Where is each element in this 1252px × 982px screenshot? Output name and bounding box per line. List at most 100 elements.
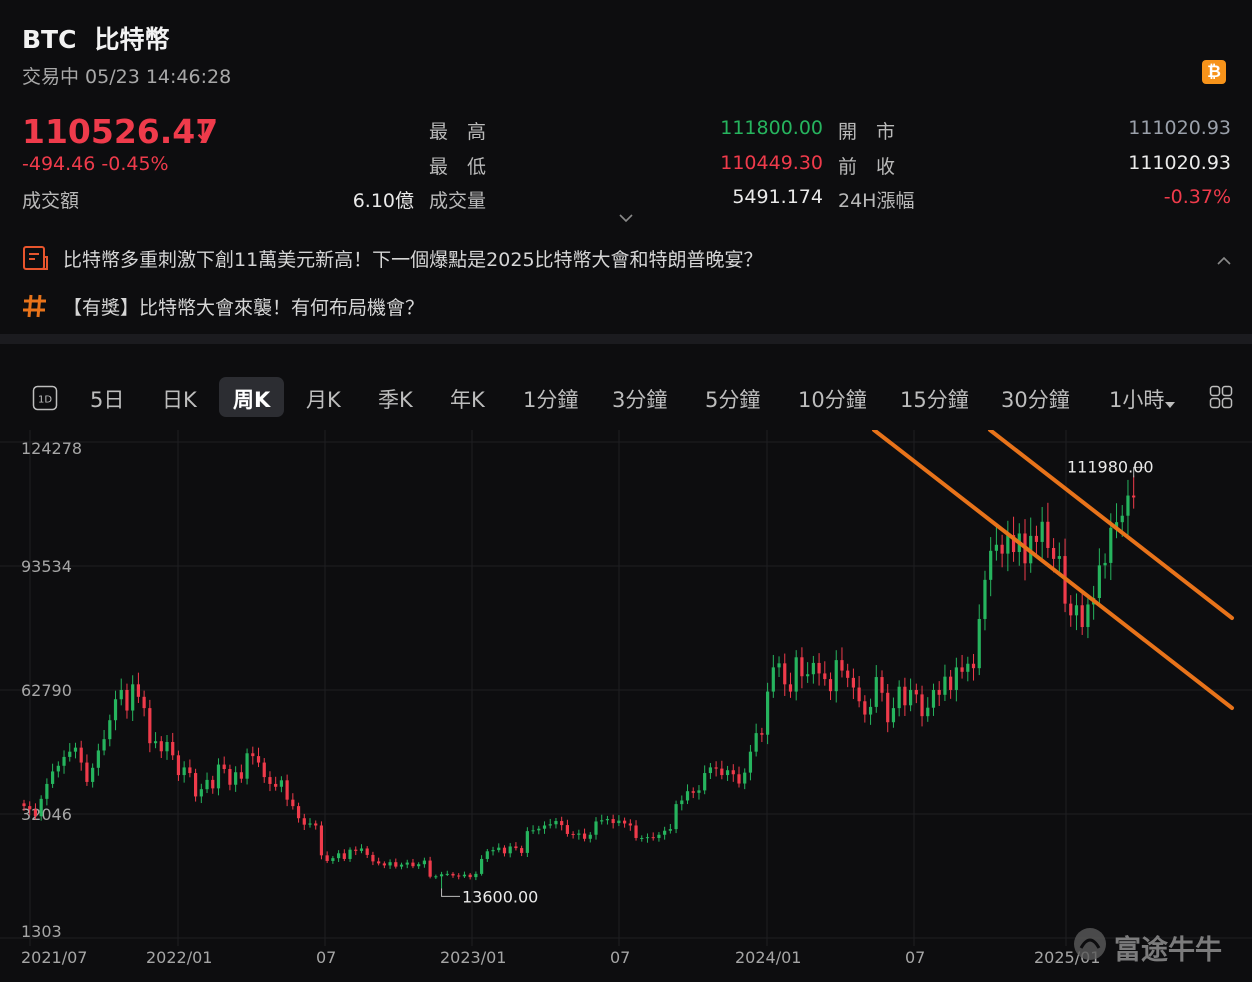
candle-body: [325, 855, 329, 861]
tab-12[interactable]: 1小時: [1109, 388, 1165, 412]
high-annotation: 111980.00: [1067, 457, 1154, 476]
tab-6[interactable]: 1分鐘: [523, 388, 579, 412]
candle-body: [960, 667, 964, 672]
collapse-chevron-icon[interactable]: [1216, 251, 1232, 270]
candle-body: [754, 733, 758, 752]
candle-body: [365, 848, 369, 855]
candle-body: [291, 799, 295, 807]
candle-body: [1097, 565, 1101, 599]
candle-body: [1074, 605, 1079, 616]
tab-10[interactable]: 15分鐘: [900, 388, 969, 412]
tab-2[interactable]: 周K: [233, 388, 271, 412]
candle-body: [954, 667, 958, 690]
candle-body: [102, 739, 106, 751]
volume-value: 5491.174: [732, 186, 823, 208]
candle-body: [846, 670, 850, 678]
x-tick-label: 07: [316, 948, 336, 967]
candle-body: [337, 853, 341, 859]
candle-body: [314, 823, 318, 826]
candle-body: [788, 684, 793, 692]
candle-body: [182, 767, 186, 776]
y-tick-label: 32046: [21, 805, 72, 824]
x-tick-label: 07: [905, 948, 925, 967]
tab-9[interactable]: 10分鐘: [798, 388, 867, 412]
tab-4[interactable]: 季K: [378, 388, 413, 412]
tab-11[interactable]: 30分鐘: [1001, 388, 1070, 412]
candle-body: [388, 862, 392, 866]
candle-body: [868, 706, 873, 715]
candle-body: [142, 696, 146, 709]
low-annotation: 13600.00: [462, 887, 538, 906]
candle-body: [760, 733, 764, 735]
tab-3[interactable]: 月K: [306, 388, 341, 412]
candle-body: [1040, 521, 1044, 542]
high-leader-line: [1133, 466, 1144, 478]
candle-body: [926, 707, 930, 717]
candle-body: [68, 751, 72, 757]
tab-5[interactable]: 年K: [450, 388, 485, 412]
candle-body: [554, 821, 558, 825]
candle-body: [1000, 544, 1004, 554]
period-selector-icon[interactable]: 1D: [32, 385, 58, 415]
candle-body: [897, 686, 901, 709]
candle-body: [245, 753, 249, 779]
high-value: 111800.00: [720, 117, 823, 139]
volume-label: 成交量: [429, 190, 487, 212]
expand-chevron-icon[interactable]: [619, 208, 633, 227]
candle-body: [731, 770, 735, 775]
news-headline[interactable]: 比特幣多重刺激下創11萬美元新高！下一個爆點是2025比特幣大會和特朗普晚宴？: [63, 249, 763, 271]
candle-body: [176, 755, 181, 776]
candle-body: [565, 825, 569, 834]
price-chart[interactable]: 124278 93534 62790 32046 1303 2021/07 2022/01 0…: [0, 430, 1252, 982]
candle-body: [931, 689, 936, 708]
candle-body: [668, 829, 672, 831]
candle-body: [279, 780, 283, 787]
tab-8[interactable]: 5分鐘: [705, 388, 761, 412]
candle-body: [823, 673, 827, 680]
candle-body: [611, 819, 615, 824]
candle-body: [342, 853, 346, 859]
tab-7[interactable]: 3分鐘: [612, 388, 668, 412]
candle-body: [577, 833, 581, 835]
candle-body: [989, 550, 993, 580]
candle-body: [56, 765, 60, 772]
topic-headline[interactable]: 【有獎】比特幣大會來襲！有何布局機會？: [63, 297, 425, 319]
candle-body: [634, 825, 638, 838]
candle-body: [359, 848, 364, 851]
candle-body: [640, 837, 644, 839]
candle-body: [886, 692, 890, 723]
candle-body: [628, 823, 632, 826]
candle-body: [439, 874, 444, 877]
candle-body: [33, 809, 38, 817]
dropdown-caret-icon[interactable]: [1165, 394, 1175, 413]
candle-body: [319, 825, 324, 856]
candle-body: [600, 820, 604, 822]
candle-body: [382, 863, 386, 866]
candle-body: [657, 834, 661, 838]
candle-body: [354, 849, 358, 851]
candle-body: [588, 834, 592, 839]
candle-body: [1120, 515, 1124, 523]
candle-body: [542, 825, 547, 829]
trendline: [872, 430, 1234, 710]
candle-body: [720, 768, 724, 776]
candle-body: [285, 780, 289, 800]
tab-1[interactable]: 日K: [162, 388, 197, 412]
candle-body: [548, 824, 552, 826]
y-tick-label: 1303: [21, 922, 62, 941]
prev-close-value: 111020.93: [1128, 152, 1231, 174]
candle-body: [251, 753, 255, 757]
grid-menu-icon[interactable]: [1209, 385, 1233, 413]
candle-body: [188, 767, 192, 774]
candle-body: [674, 804, 678, 830]
tab-active-highlight: [219, 377, 284, 417]
candle-body: [422, 860, 426, 865]
candle-body: [1103, 562, 1107, 566]
candle-body: [1086, 604, 1090, 628]
candle-body: [296, 806, 301, 819]
candle-body: [457, 875, 461, 877]
candle-body: [480, 858, 484, 874]
candle-body: [777, 663, 781, 668]
symbol-name: 比特幣: [94, 25, 170, 54]
tab-0[interactable]: 5日: [90, 388, 125, 412]
